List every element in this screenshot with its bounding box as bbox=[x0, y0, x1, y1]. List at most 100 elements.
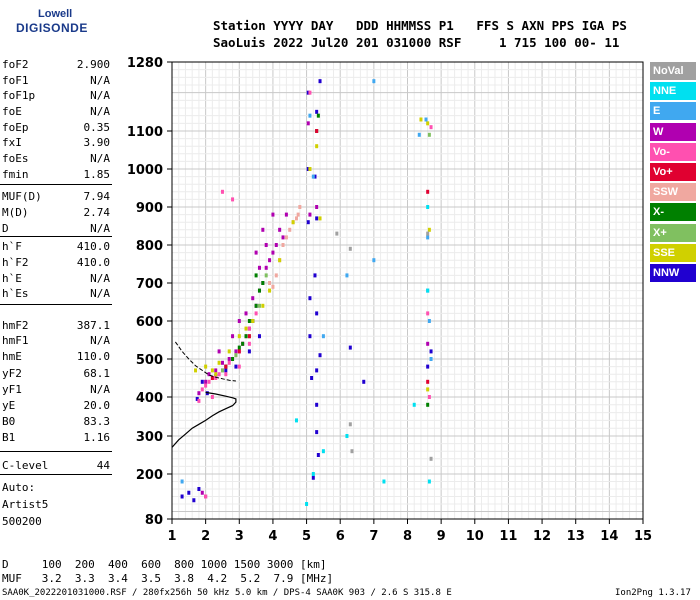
param-name: hmF1 bbox=[2, 334, 29, 347]
data-point bbox=[257, 288, 261, 293]
param-name: hmF2 bbox=[2, 319, 29, 332]
param-name: foE bbox=[2, 105, 22, 118]
data-point bbox=[305, 502, 309, 506]
param-row: hmE 110.0 bbox=[2, 350, 110, 364]
data-point bbox=[247, 341, 251, 346]
y-tick-label: 800 bbox=[136, 239, 163, 254]
data-point bbox=[281, 235, 285, 240]
data-point bbox=[268, 281, 272, 285]
data-point bbox=[426, 189, 430, 194]
y-tick-label: 600 bbox=[136, 315, 163, 330]
separator-line bbox=[0, 474, 112, 475]
digisonde-logo: Lowell DIGISONDE bbox=[4, 8, 87, 48]
param-name: hmE bbox=[2, 350, 22, 363]
data-point bbox=[257, 265, 261, 270]
param-row: h`F2 410.0 bbox=[2, 256, 110, 270]
param-row: yE 20.0 bbox=[2, 399, 110, 413]
data-point bbox=[308, 90, 312, 95]
param-value: 410.0 bbox=[76, 256, 110, 269]
data-point bbox=[251, 296, 255, 301]
param-row: yF1 N/A bbox=[2, 383, 110, 397]
data-point bbox=[197, 391, 201, 396]
data-point bbox=[204, 383, 208, 388]
param-name: h`Es bbox=[2, 287, 29, 300]
muf-row: MUF 3.2 3.3 3.4 3.5 3.8 4.2 5.2 7.9 [MHz… bbox=[2, 572, 334, 585]
chart-points bbox=[180, 79, 433, 506]
data-point bbox=[296, 212, 300, 217]
data-point bbox=[348, 246, 352, 251]
data-point bbox=[284, 235, 288, 240]
data-point bbox=[261, 281, 265, 285]
data-point bbox=[271, 284, 275, 289]
data-point bbox=[220, 360, 224, 365]
param-row: C-level 44 bbox=[2, 459, 110, 473]
param-row: fxI 3.90 bbox=[2, 136, 110, 150]
data-point bbox=[306, 90, 310, 95]
data-point bbox=[372, 79, 376, 84]
data-point bbox=[231, 197, 235, 202]
data-point bbox=[224, 364, 228, 369]
data-point bbox=[224, 368, 228, 373]
param-name: foF1p bbox=[2, 89, 36, 102]
data-point bbox=[419, 117, 423, 122]
data-point bbox=[210, 368, 214, 373]
param-value: 110.0 bbox=[76, 350, 110, 363]
param-name: fxI bbox=[2, 136, 22, 149]
data-point bbox=[308, 296, 312, 301]
data-point bbox=[417, 132, 421, 137]
legend-item: Vo- bbox=[650, 142, 696, 161]
x-tick-label: 14 bbox=[600, 529, 618, 544]
data-point bbox=[311, 472, 315, 476]
separator-line bbox=[0, 184, 112, 185]
param-row: fmin 1.85 bbox=[2, 168, 110, 182]
data-point bbox=[268, 288, 272, 293]
data-point bbox=[247, 334, 251, 339]
data-point bbox=[234, 353, 238, 358]
data-point bbox=[204, 364, 208, 369]
data-point bbox=[311, 475, 315, 480]
data-point bbox=[247, 326, 251, 331]
param-row: foF1 N/A bbox=[2, 74, 110, 88]
legend-item: SSE bbox=[650, 243, 696, 262]
data-point bbox=[318, 79, 322, 84]
data-point bbox=[237, 345, 241, 350]
data-point bbox=[313, 174, 317, 179]
data-point bbox=[427, 132, 431, 137]
data-point bbox=[426, 121, 430, 126]
data-point bbox=[426, 341, 430, 346]
data-point bbox=[284, 212, 288, 217]
logo-line2: DIGISONDE bbox=[16, 21, 88, 35]
d-row: D 100 200 400 600 800 1000 1500 3000 [km… bbox=[2, 558, 327, 571]
data-point bbox=[427, 395, 431, 399]
data-point bbox=[261, 303, 265, 308]
data-point bbox=[231, 334, 235, 339]
version-label: Ion2Png 1.3.17 bbox=[615, 588, 691, 598]
param-row: B0 83.3 bbox=[2, 415, 110, 429]
param-value: N/A bbox=[90, 287, 110, 300]
data-point bbox=[318, 216, 322, 221]
param-value: N/A bbox=[90, 89, 110, 102]
data-point bbox=[237, 319, 241, 323]
data-point bbox=[274, 273, 278, 278]
x-tick-label: 3 bbox=[235, 529, 244, 544]
param-value: 3.90 bbox=[83, 136, 111, 149]
data-point bbox=[281, 243, 285, 247]
autoscaling-code: 500200 bbox=[2, 515, 42, 528]
data-point bbox=[429, 125, 433, 130]
data-point bbox=[274, 243, 278, 247]
y-tick-label: 80 bbox=[145, 513, 163, 528]
chart-grid bbox=[171, 61, 644, 519]
param-row: foF2 2.900 bbox=[2, 58, 110, 72]
data-point bbox=[315, 109, 319, 114]
param-row: M(D) 2.74 bbox=[2, 206, 110, 220]
x-tick-label: 10 bbox=[466, 529, 484, 544]
param-row: foEp 0.35 bbox=[2, 121, 110, 135]
data-point bbox=[426, 231, 430, 236]
data-point bbox=[254, 273, 258, 278]
data-point bbox=[200, 379, 204, 384]
data-point bbox=[345, 434, 349, 438]
chart-tick-labels: 1 2 3 4 5 6 7 8 9 10 11 12 13 14 158020030040050060070… bbox=[127, 56, 652, 544]
data-point bbox=[426, 402, 430, 407]
data-point bbox=[298, 205, 302, 209]
data-point bbox=[244, 326, 248, 331]
